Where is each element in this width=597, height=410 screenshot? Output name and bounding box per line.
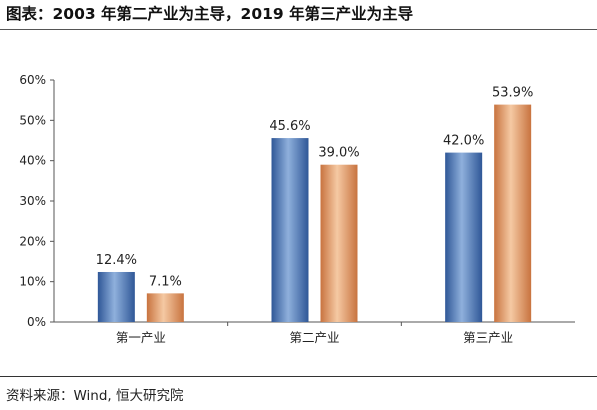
data-label: 39.0% [318,146,359,161]
figure-title: 图表：2003 年第二产业为主导，2019 年第三产业为主导 [6,5,414,23]
data-label: 12.4% [96,253,137,268]
axis-layer: 0% 10% 20% 30% 40% 50% 60% 第一产业 第二产业 第三产业 [19,73,575,345]
bar [320,164,358,322]
y-tick-label: 30% [19,194,46,208]
x-category-label: 第二产业 [289,330,339,345]
y-tick-label: 10% [19,275,46,289]
y-tick-label: 20% [19,234,46,248]
y-tick-label: 40% [19,154,46,168]
bar [271,138,309,322]
y-tick-label: 0% [27,315,46,329]
y-tick-label: 50% [19,113,46,127]
data-label: 42.0% [443,134,484,149]
data-label: 45.6% [269,119,310,134]
y-tick-label: 60% [19,73,46,87]
label-layer: 12.4% 7.1% 45.6% 39.0% 42.0% 53.9% [96,86,534,290]
bar [146,293,184,322]
x-category-label: 第一产业 [116,330,166,345]
title-divider [0,29,597,30]
bar [494,104,532,322]
data-label: 53.9% [492,86,533,101]
bar [445,152,483,322]
source-note: 资料来源：Wind, 恒大研究院 [6,388,184,404]
source-divider [0,376,597,377]
data-label: 7.1% [149,274,182,289]
x-category-label: 第三产业 [463,330,513,345]
bar-layer [97,104,532,322]
bar [97,271,135,322]
bar-chart: 0% 10% 20% 30% 40% 50% 60% 第一产业 第二产业 第三产业 12.4% 7.… [19,73,575,345]
